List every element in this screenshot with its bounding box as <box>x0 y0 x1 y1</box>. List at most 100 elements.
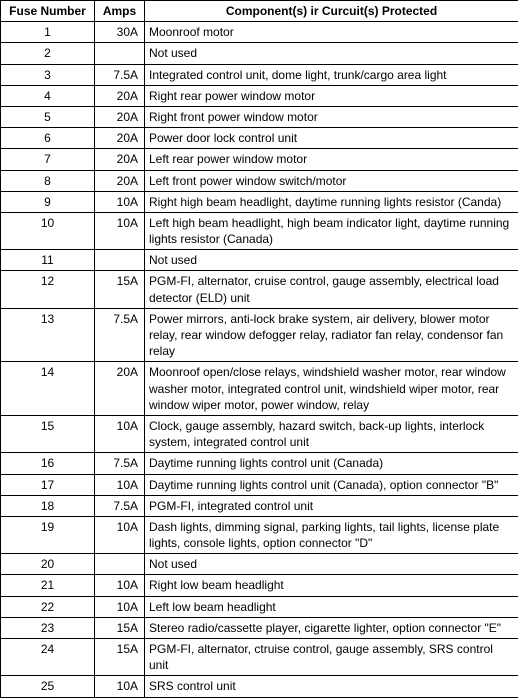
fuse-number-cell: 3 <box>1 64 95 85</box>
description-cell: Right high beam headlight, daytime runni… <box>145 191 518 212</box>
description-cell: PGM-FI, integrated control unit <box>145 495 518 516</box>
amps-cell: 10A <box>95 415 145 452</box>
fuse-number-cell: 5 <box>1 106 95 127</box>
amps-cell: 10A <box>95 191 145 212</box>
amps-cell: 7.5A <box>95 495 145 516</box>
fuse-number-cell: 1 <box>1 22 95 43</box>
amps-cell: 20A <box>95 149 145 170</box>
amps-cell: 7.5A <box>95 453 145 474</box>
fuse-number-cell: 11 <box>1 250 95 271</box>
description-cell: PGM-FI, alternator, ctruise control, gau… <box>145 639 518 676</box>
description-cell: Not used <box>145 554 518 575</box>
table-row: 620APower door lock control unit <box>1 128 518 149</box>
fuse-number-cell: 6 <box>1 128 95 149</box>
col-header-amps: Amps <box>95 1 145 22</box>
table-row: 1010ALeft high beam headlight, high beam… <box>1 212 518 249</box>
fuse-number-cell: 18 <box>1 495 95 516</box>
amps-cell: 20A <box>95 170 145 191</box>
fuse-number-cell: 22 <box>1 596 95 617</box>
table-row: 1910ADash lights, dimming signal, parkin… <box>1 516 518 553</box>
table-row: 2210ALeft low beam headlight <box>1 596 518 617</box>
fuse-number-cell: 21 <box>1 575 95 596</box>
col-header-fuse: Fuse Number <box>1 1 95 22</box>
fuse-number-cell: 2 <box>1 43 95 64</box>
amps-cell: 15A <box>95 639 145 676</box>
table-row: 187.5APGM-FI, integrated control unit <box>1 495 518 516</box>
description-cell: Left front power window switch/motor <box>145 170 518 191</box>
amps-cell: 20A <box>95 85 145 106</box>
fuse-number-cell: 4 <box>1 85 95 106</box>
amps-cell: 10A <box>95 676 145 697</box>
description-cell: Daytime running lights control unit (Can… <box>145 474 518 495</box>
description-cell: Right rear power window motor <box>145 85 518 106</box>
table-row: 910ARight high beam headlight, daytime r… <box>1 191 518 212</box>
fuse-number-cell: 25 <box>1 676 95 697</box>
fuse-table: Fuse Number Amps Component(s) ir Curcuit… <box>0 0 518 698</box>
amps-cell <box>95 43 145 64</box>
header-row: Fuse Number Amps Component(s) ir Curcuit… <box>1 1 518 22</box>
description-cell: Dash lights, dimming signal, parking lig… <box>145 516 518 553</box>
table-row: 2 Not used <box>1 43 518 64</box>
description-cell: Not used <box>145 250 518 271</box>
amps-cell: 15A <box>95 617 145 638</box>
fuse-number-cell: 24 <box>1 639 95 676</box>
amps-cell: 10A <box>95 474 145 495</box>
description-cell: Integrated control unit, dome light, tru… <box>145 64 518 85</box>
table-row: 2510ASRS control unit <box>1 676 518 697</box>
description-cell: Power mirrors, anti-lock brake system, a… <box>145 308 518 362</box>
amps-cell: 7.5A <box>95 308 145 362</box>
description-cell: Moonroof motor <box>145 22 518 43</box>
table-row: 720ALeft rear power window motor <box>1 149 518 170</box>
col-header-desc: Component(s) ir Curcuit(s) Protected <box>145 1 518 22</box>
description-cell: Daytime running lights control unit (Can… <box>145 453 518 474</box>
fuse-number-cell: 19 <box>1 516 95 553</box>
fuse-number-cell: 12 <box>1 271 95 308</box>
amps-cell: 20A <box>95 362 145 416</box>
table-row: 820ALeft front power window switch/motor <box>1 170 518 191</box>
description-cell: Right front power window motor <box>145 106 518 127</box>
fuse-number-cell: 10 <box>1 212 95 249</box>
description-cell: Left low beam headlight <box>145 596 518 617</box>
table-row: 2110ARight low beam headlight <box>1 575 518 596</box>
fuse-number-cell: 13 <box>1 308 95 362</box>
fuse-number-cell: 20 <box>1 554 95 575</box>
amps-cell <box>95 554 145 575</box>
amps-cell <box>95 250 145 271</box>
table-row: 130AMoonroof motor <box>1 22 518 43</box>
fuse-number-cell: 8 <box>1 170 95 191</box>
fuse-number-cell: 7 <box>1 149 95 170</box>
description-cell: Not used <box>145 43 518 64</box>
table-row: 520ARight front power window motor <box>1 106 518 127</box>
description-cell: Left high beam headlight, high beam indi… <box>145 212 518 249</box>
amps-cell: 20A <box>95 128 145 149</box>
amps-cell: 10A <box>95 212 145 249</box>
description-cell: Power door lock control unit <box>145 128 518 149</box>
amps-cell: 7.5A <box>95 64 145 85</box>
table-row: 37.5AIntegrated control unit, dome light… <box>1 64 518 85</box>
description-cell: Moonroof open/close relays, windshield w… <box>145 362 518 416</box>
description-cell: Clock, gauge assembly, hazard switch, ba… <box>145 415 518 452</box>
description-cell: Left rear power window motor <box>145 149 518 170</box>
amps-cell: 15A <box>95 271 145 308</box>
amps-cell: 20A <box>95 106 145 127</box>
table-row: 137.5APower mirrors, anti-lock brake sys… <box>1 308 518 362</box>
description-cell: PGM-FI, alternator, cruise control, gaug… <box>145 271 518 308</box>
amps-cell: 30A <box>95 22 145 43</box>
amps-cell: 10A <box>95 596 145 617</box>
table-row: 1215APGM-FI, alternator, cruise control,… <box>1 271 518 308</box>
fuse-number-cell: 23 <box>1 617 95 638</box>
fuse-number-cell: 15 <box>1 415 95 452</box>
fuse-number-cell: 9 <box>1 191 95 212</box>
fuse-number-cell: 17 <box>1 474 95 495</box>
table-row: 1710ADaytime running lights control unit… <box>1 474 518 495</box>
table-row: 2315AStereo radio/cassette player, cigar… <box>1 617 518 638</box>
table-row: 11 Not used <box>1 250 518 271</box>
table-row: 2415APGM-FI, alternator, ctruise control… <box>1 639 518 676</box>
table-row: 167.5ADaytime running lights control uni… <box>1 453 518 474</box>
table-row: 420ARight rear power window motor <box>1 85 518 106</box>
amps-cell: 10A <box>95 575 145 596</box>
fuse-number-cell: 16 <box>1 453 95 474</box>
table-row: 1420AMoonroof open/close relays, windshi… <box>1 362 518 416</box>
amps-cell: 10A <box>95 516 145 553</box>
table-row: 1510AClock, gauge assembly, hazard switc… <box>1 415 518 452</box>
